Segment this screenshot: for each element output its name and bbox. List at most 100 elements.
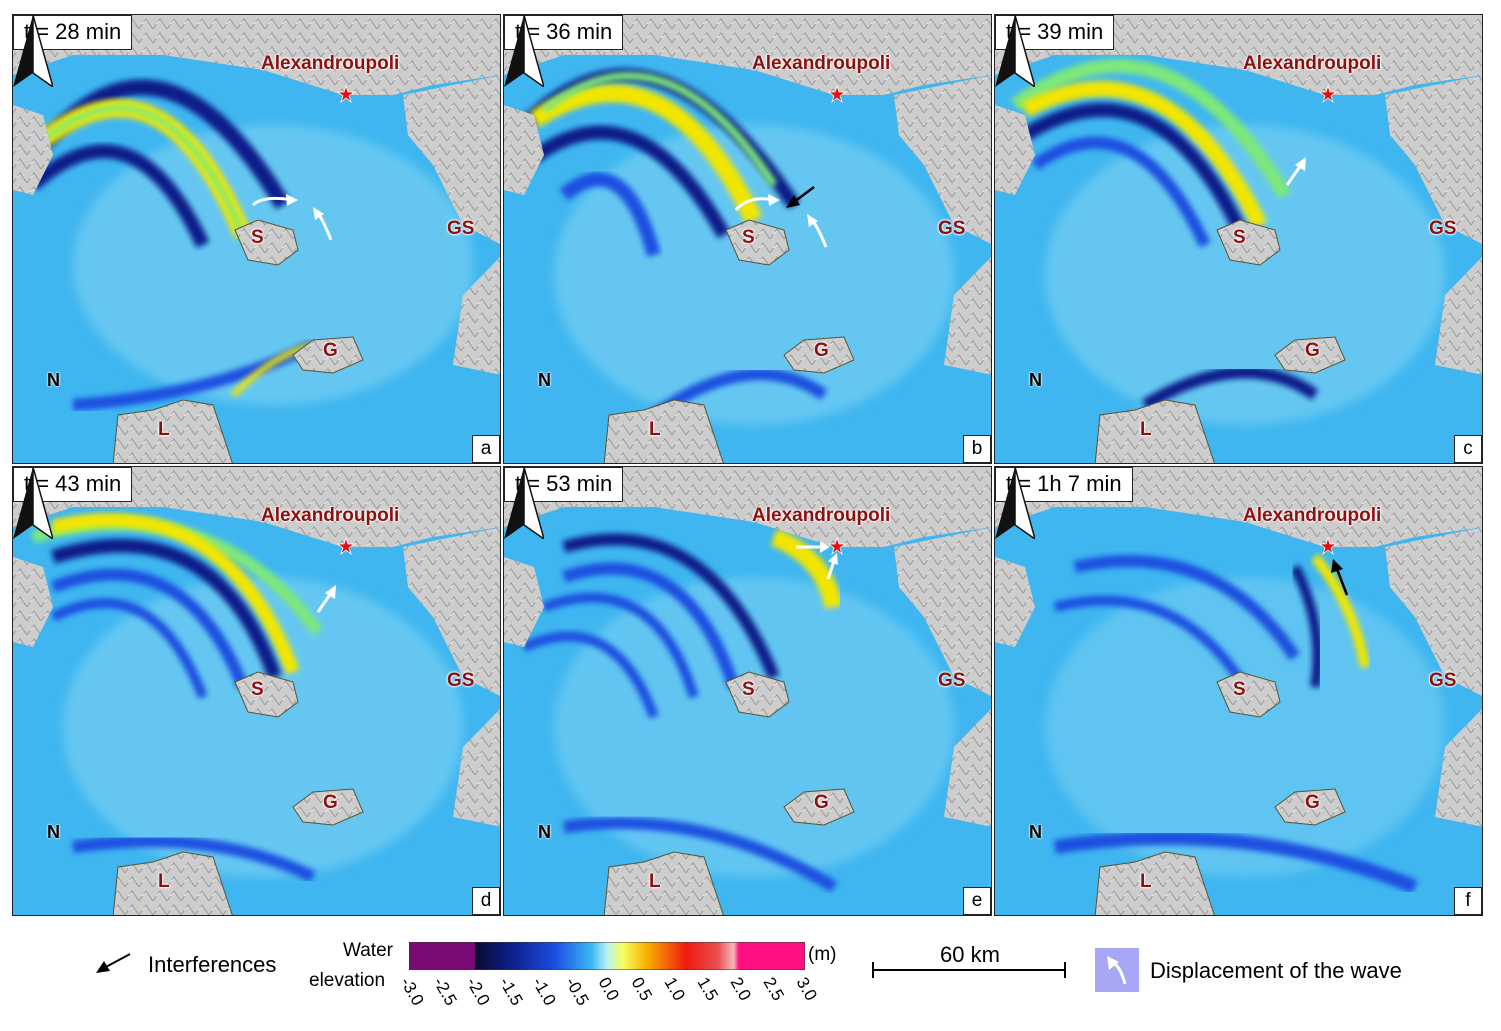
island-s-label: S: [251, 227, 264, 248]
island-l-label: L: [1140, 871, 1152, 892]
land-north: [13, 467, 500, 547]
island-s-label: S: [742, 227, 755, 248]
land-east: [894, 75, 991, 244]
city-label: Alexandroupoli: [261, 505, 400, 526]
north-arrow-icon: [13, 467, 53, 539]
island-l-label: L: [158, 871, 170, 892]
island-l: [1094, 851, 1215, 915]
star-icon: [827, 536, 847, 556]
land-west: [504, 557, 544, 647]
island-g-label: G: [323, 340, 338, 361]
land-gs: [453, 709, 500, 827]
panel-letter: a: [472, 435, 500, 463]
map-panel-d: t = 43 min Alexandroupoli S G L GS N d: [12, 466, 501, 916]
legend-displacement: Displacement of the wave: [1150, 958, 1402, 983]
island-s-label: S: [1233, 227, 1246, 248]
colorbar-tick-label: 1.0: [660, 974, 689, 1004]
map-canvas: [13, 467, 500, 915]
north-arrow-icon: [504, 15, 544, 87]
island-g: [783, 336, 855, 374]
island-s: [1216, 219, 1281, 266]
scale-label: 60 km: [940, 942, 1000, 967]
north-label: N: [1029, 370, 1042, 390]
island-s: [1216, 671, 1281, 718]
panel-letter: f: [1454, 887, 1482, 915]
colorbar-tick-label: -3.0: [396, 974, 428, 1009]
island-s-label: S: [742, 679, 755, 700]
island-s: [725, 219, 790, 266]
land-east: [403, 75, 500, 244]
wave-trough: [1073, 555, 1300, 661]
map-panel-a: t = 28 min Alexandroupoli S G L GS N a: [12, 14, 501, 464]
wave-crest: [529, 84, 763, 224]
island-l: [1094, 399, 1215, 463]
wave-trough: [562, 533, 780, 680]
island-g: [1274, 788, 1346, 826]
land-north: [504, 15, 991, 95]
gs-label: GS: [1429, 218, 1457, 239]
gs-label: GS: [938, 218, 966, 239]
north-label: N: [1029, 822, 1042, 842]
island-l-label: L: [649, 871, 661, 892]
island-s-label: S: [251, 679, 264, 700]
island-g: [783, 788, 855, 826]
curved-arrow-icon: [1095, 948, 1139, 992]
legend-unit: (m): [808, 944, 837, 965]
city-label: Alexandroupoli: [1243, 53, 1382, 74]
island-l: [603, 399, 724, 463]
star-icon: [336, 84, 356, 104]
island-g-label: G: [1305, 792, 1320, 813]
legend-water-line2: elevation: [309, 970, 386, 991]
land-west: [504, 105, 544, 195]
wave-crest: [1021, 80, 1268, 229]
curved-arrow-icon: [316, 592, 333, 613]
north-arrow-icon: [504, 467, 544, 539]
land-east: [1385, 527, 1482, 696]
island-s: [234, 219, 299, 266]
land-west: [995, 557, 1035, 647]
map-panel-e: t = 53 min Alexandroupoli S G L GS N e: [503, 466, 992, 916]
island-g-label: G: [814, 792, 829, 813]
north-label: N: [47, 822, 60, 842]
north-label: N: [47, 370, 60, 390]
gs-label: GS: [1429, 670, 1457, 691]
colorbar-tick-label: 0.0: [594, 974, 623, 1004]
curved-arrow-icon: [826, 560, 836, 580]
map-panel-f: t = 1h 7 min Alexandroupoli S G L GS N f: [994, 466, 1483, 916]
wave-crest: [770, 528, 843, 610]
star-icon: [827, 84, 847, 104]
star-icon: [1318, 84, 1338, 104]
land-east: [403, 527, 500, 696]
island-l: [112, 399, 233, 463]
island-l-label: L: [1140, 419, 1152, 440]
city-label: Alexandroupoli: [752, 53, 891, 74]
island-g: [1274, 336, 1346, 374]
panel-letter: d: [472, 887, 500, 915]
colorbar: [409, 942, 805, 970]
wave-trough: [50, 538, 282, 680]
map-canvas: [13, 15, 500, 463]
north-arrow-icon: [995, 15, 1035, 87]
land-west: [995, 105, 1035, 195]
city-label: Alexandroupoli: [1243, 505, 1382, 526]
land-gs: [1435, 257, 1482, 375]
island-g-label: G: [1305, 340, 1320, 361]
island-s-label: S: [1233, 679, 1246, 700]
gs-label: GS: [447, 218, 475, 239]
curved-arrow-icon: [1285, 164, 1303, 186]
arrow-icon: [96, 953, 131, 973]
island-g: [292, 788, 364, 826]
land-gs: [1435, 709, 1482, 827]
arrow-icon: [793, 186, 815, 203]
legend: Interferences Water elevation (m) -3.0 -2…: [0, 930, 1501, 1031]
colorbar-tick-label: -0.5: [561, 974, 593, 1009]
star-icon: [1318, 536, 1338, 556]
land-east: [1385, 75, 1482, 244]
wave-trough: [28, 144, 210, 248]
panel-letter: b: [963, 435, 991, 463]
gs-label: GS: [938, 670, 966, 691]
land-east: [894, 527, 991, 696]
land-gs: [944, 709, 991, 827]
island-g-label: G: [814, 340, 829, 361]
colorbar-tick-label: 0.5: [627, 974, 656, 1004]
